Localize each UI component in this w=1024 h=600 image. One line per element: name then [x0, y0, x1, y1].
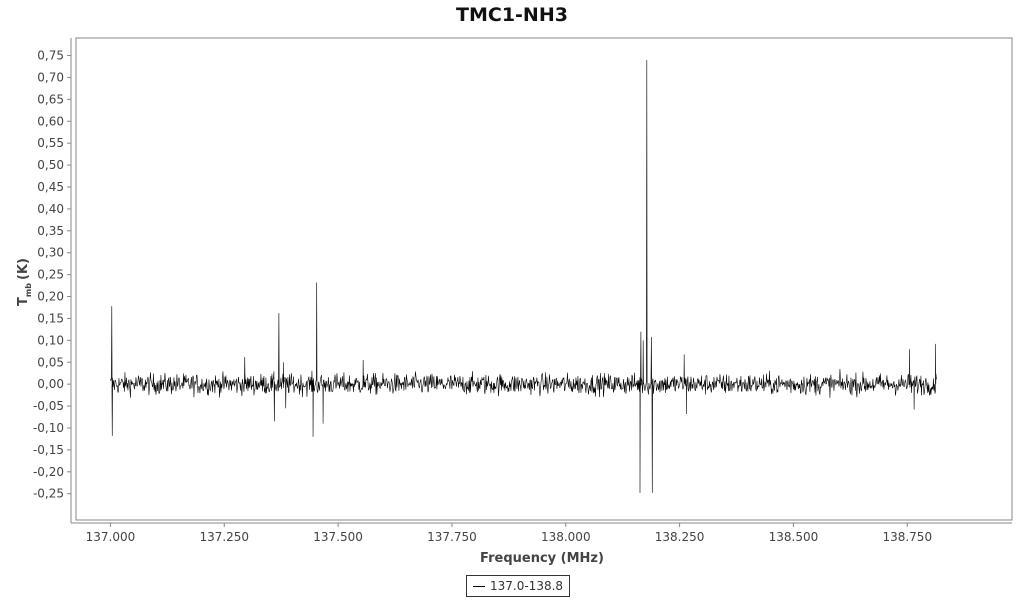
y-tick-label: 0,75 [37, 49, 64, 63]
x-tick-label: 138.000 [541, 530, 591, 544]
x-tick-label: 137.750 [427, 530, 477, 544]
y-tick-label: 0,10 [37, 333, 64, 347]
y-tick-label: -0,25 [33, 487, 64, 501]
legend-series-label: 137.0-138.8 [490, 579, 564, 593]
y-tick-label: -0,05 [33, 399, 64, 413]
y-tick-label: 0,70 [37, 70, 64, 84]
x-tick-label: 137.250 [199, 530, 249, 544]
legend: 137.0-138.8 [466, 575, 571, 597]
x-tick-label: 137.000 [86, 530, 136, 544]
y-tick-label: 0,45 [37, 180, 64, 194]
y-tick-label: 0,25 [37, 268, 64, 282]
plot-frame [75, 37, 1013, 521]
y-tick-label: -0,20 [33, 465, 64, 479]
x-tick-label: 138.750 [882, 530, 932, 544]
x-tick-label: 137.500 [313, 530, 363, 544]
y-tick-label: 0,30 [37, 246, 64, 260]
y-axis-title-sub: mb [24, 283, 33, 297]
y-axis-title-main: T [16, 297, 31, 306]
series-line-137.0-138.8 [110, 59, 937, 493]
x-axis-title: Frequency (MHz) [480, 551, 604, 566]
y-tick-label: 0,20 [37, 290, 64, 304]
legend-line-swatch [473, 585, 485, 587]
y-tick-label: 0,60 [37, 114, 64, 128]
y-axis-title-unit: (K) [16, 258, 31, 280]
x-tick-label: 138.250 [655, 530, 705, 544]
y-tick-label: 0,35 [37, 224, 64, 238]
y-tick-label: 0,40 [37, 202, 64, 216]
y-tick-label: 0,15 [37, 311, 64, 325]
y-axis-title: Tmb (K) [16, 258, 33, 306]
y-tick-label: -0,10 [33, 421, 64, 435]
chart-title: TMC1-NH3 [456, 4, 568, 26]
y-tick-label: 0,00 [37, 377, 64, 391]
y-tick-label: -0,15 [33, 443, 64, 457]
y-tick-label: 0,65 [37, 92, 64, 106]
y-tick-label: 0,05 [37, 355, 64, 369]
x-tick-label: 138.500 [769, 530, 819, 544]
y-tick-label: 0,50 [37, 158, 64, 172]
y-tick-label: 0,55 [37, 136, 64, 150]
